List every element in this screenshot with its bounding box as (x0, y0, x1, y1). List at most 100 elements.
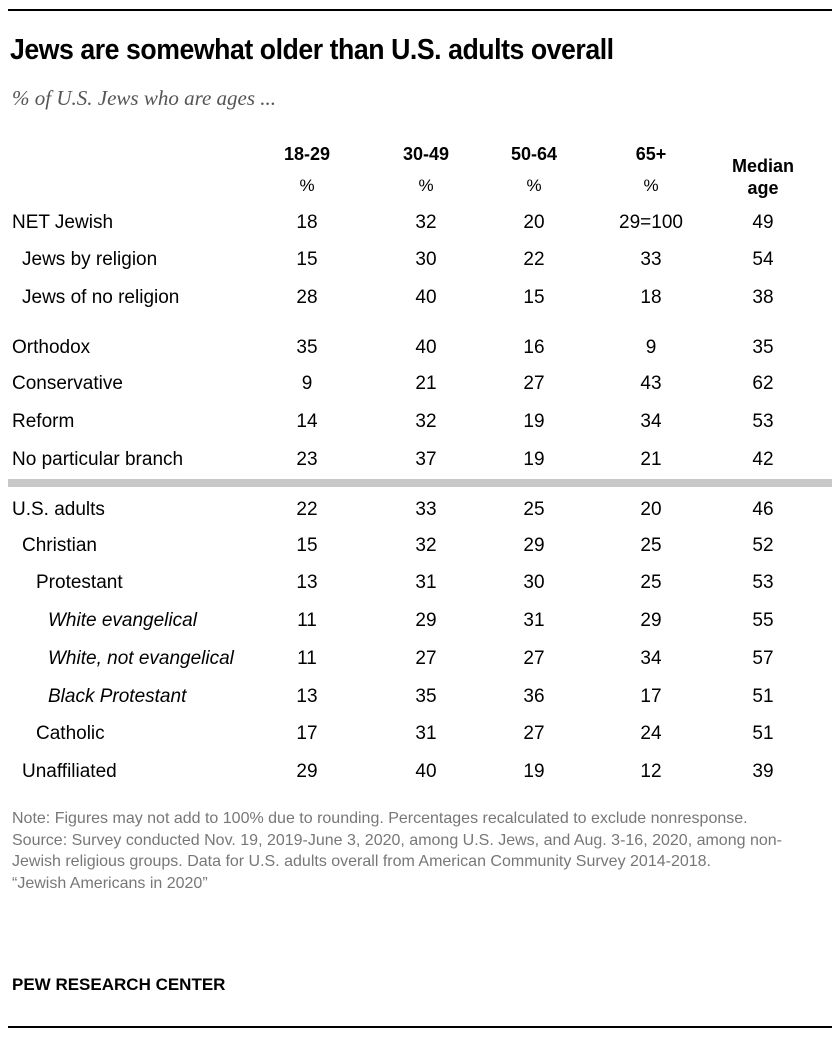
table-cell: 34 (640, 411, 662, 432)
column-unit: % (526, 176, 542, 195)
source-text: Source: Survey conducted Nov. 19, 2019-J… (12, 831, 782, 871)
table-cell: 15 (296, 249, 318, 270)
table-row: Conservative 9 21 27 43 62 (0, 369, 840, 399)
table-cell: 9 (645, 337, 657, 358)
table-cell: 39 (752, 761, 774, 782)
table-cell: 31 (415, 723, 437, 744)
table-cell: 25 (640, 572, 662, 593)
report-title: “Jewish Americans in 2020” (12, 874, 208, 892)
table-cell: 43 (640, 373, 662, 394)
column-header: 65+ (635, 144, 667, 164)
table-cell: 13 (296, 686, 318, 707)
row-label: Jews by religion (22, 249, 158, 270)
table-row: Catholic 17 31 27 24 51 (0, 719, 840, 749)
table-cell: 32 (415, 411, 437, 432)
table-cell: 17 (296, 723, 318, 744)
table-row: Christian 15 32 29 25 52 (0, 531, 840, 561)
table-cell: 14 (296, 411, 318, 432)
table-cell: 53 (752, 572, 774, 593)
table-cell: 55 (752, 610, 774, 631)
table-cell: 31 (415, 572, 437, 593)
row-label: Unaffiliated (22, 761, 117, 782)
table-cell: 11 (297, 610, 317, 631)
column-header: 30-49 (402, 144, 450, 164)
table-cell: 11 (297, 648, 317, 669)
table-cell: 53 (752, 411, 774, 432)
table-cell: 22 (523, 249, 545, 270)
table-cell: 31 (523, 610, 545, 631)
table-cell: 20 (523, 212, 545, 233)
chart-subtitle: % of U.S. Jews who are ages ... (12, 86, 277, 110)
row-label: Jews of no religion (22, 287, 180, 308)
table-row: Protestant 13 31 30 25 53 (0, 568, 840, 598)
table-cell: 35 (296, 337, 318, 358)
column-unit: % (299, 176, 315, 195)
row-label: Christian (22, 535, 97, 556)
table-cell: 15 (523, 287, 545, 308)
table-cell: 27 (523, 648, 545, 669)
row-label: Reform (12, 411, 75, 432)
notes: Note: Figures may not add to 100% due to… (12, 808, 822, 894)
row-label: White evangelical (48, 610, 197, 631)
table-cell: 17 (640, 686, 662, 707)
table-cell: 62 (752, 373, 774, 394)
table-cell: 15 (296, 535, 318, 556)
column-header: 18-29 (283, 144, 331, 164)
table-cell: 42 (752, 449, 774, 470)
table-row: Jews of no religion 28 40 15 18 38 (0, 283, 840, 313)
table-row: Orthodox 35 40 16 9 35 (0, 333, 840, 363)
table-cell: 21 (415, 373, 437, 394)
column-header-median: Median (731, 156, 794, 176)
table-cell: 35 (415, 686, 437, 707)
table-cell: 34 (640, 648, 662, 669)
table-cell: 36 (523, 686, 545, 707)
table-cell: 19 (523, 761, 545, 782)
table-cell: 28 (296, 287, 318, 308)
table-row: Black Protestant 13 35 36 17 51 (0, 682, 840, 712)
row-label: Black Protestant (48, 686, 187, 707)
table-cell: 54 (752, 249, 774, 270)
table-cell: 40 (415, 337, 437, 358)
row-label: NET Jewish (12, 212, 114, 233)
table-cell: 46 (752, 499, 774, 520)
table-cell: 19 (523, 411, 545, 432)
table-row: White evangelical 11 29 31 29 55 (0, 606, 840, 636)
top-rule (8, 9, 832, 11)
row-label: Orthodox (12, 337, 91, 358)
table-row: Jews by religion 15 30 22 33 54 (0, 245, 840, 275)
table-cell: 22 (296, 499, 318, 520)
table-cell: 51 (752, 686, 774, 707)
table-cell: 30 (523, 572, 545, 593)
row-label: Catholic (36, 723, 105, 744)
table-cell: 40 (415, 761, 437, 782)
table-cell: 12 (640, 761, 662, 782)
table-cell: 33 (415, 499, 437, 520)
pew-logo-text: PEW RESEARCH CENTER (12, 975, 226, 994)
table-cell: 27 (523, 723, 545, 744)
table-cell: 18 (296, 212, 318, 233)
table-cell: 29 (640, 610, 662, 631)
bottom-rule (8, 1026, 832, 1028)
table-cell: 37 (415, 449, 437, 470)
column-unit: % (418, 176, 434, 195)
table-row: Unaffiliated 29 40 19 12 39 (0, 757, 840, 787)
table-row: NET Jewish 18 32 20 29=100 49 (0, 208, 840, 238)
table-cell: 25 (523, 499, 545, 520)
table-cell: 32 (415, 212, 437, 233)
table-cell: 49 (752, 212, 774, 233)
table-cell: 29 (523, 535, 545, 556)
table-cell: 38 (752, 287, 774, 308)
column-header: 50-64 (510, 144, 558, 164)
chart-title: Jews are somewhat older than U.S. adults… (10, 34, 614, 66)
table-cell: 23 (296, 449, 318, 470)
row-label: No particular branch (12, 449, 184, 470)
table-row: White, not evangelical 11 27 27 34 57 (0, 644, 840, 674)
note-text: Note: Figures may not add to 100% due to… (12, 810, 748, 827)
table-cell: 57 (752, 648, 774, 669)
table-cell: 29 (296, 761, 318, 782)
table-cell: 29=100 (619, 212, 683, 233)
row-label: Conservative (12, 373, 123, 394)
table-row: No particular branch 23 37 19 21 42 (0, 445, 840, 475)
table-cell: 33 (640, 249, 662, 270)
column-unit: % (643, 176, 659, 195)
